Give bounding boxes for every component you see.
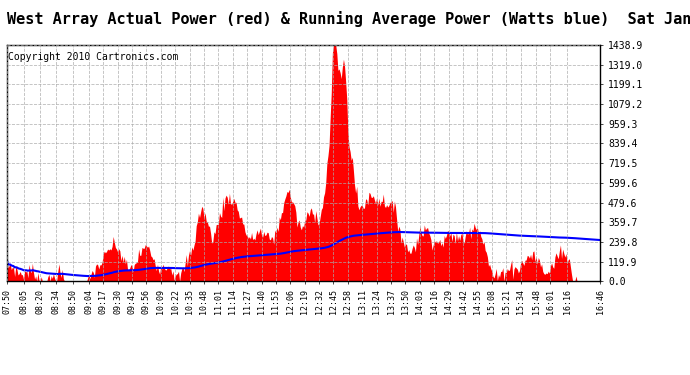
Text: West Array Actual Power (red) & Running Average Power (Watts blue)  Sat Jan 30 1: West Array Actual Power (red) & Running … <box>7 11 690 27</box>
Text: Copyright 2010 Cartronics.com: Copyright 2010 Cartronics.com <box>8 52 179 62</box>
